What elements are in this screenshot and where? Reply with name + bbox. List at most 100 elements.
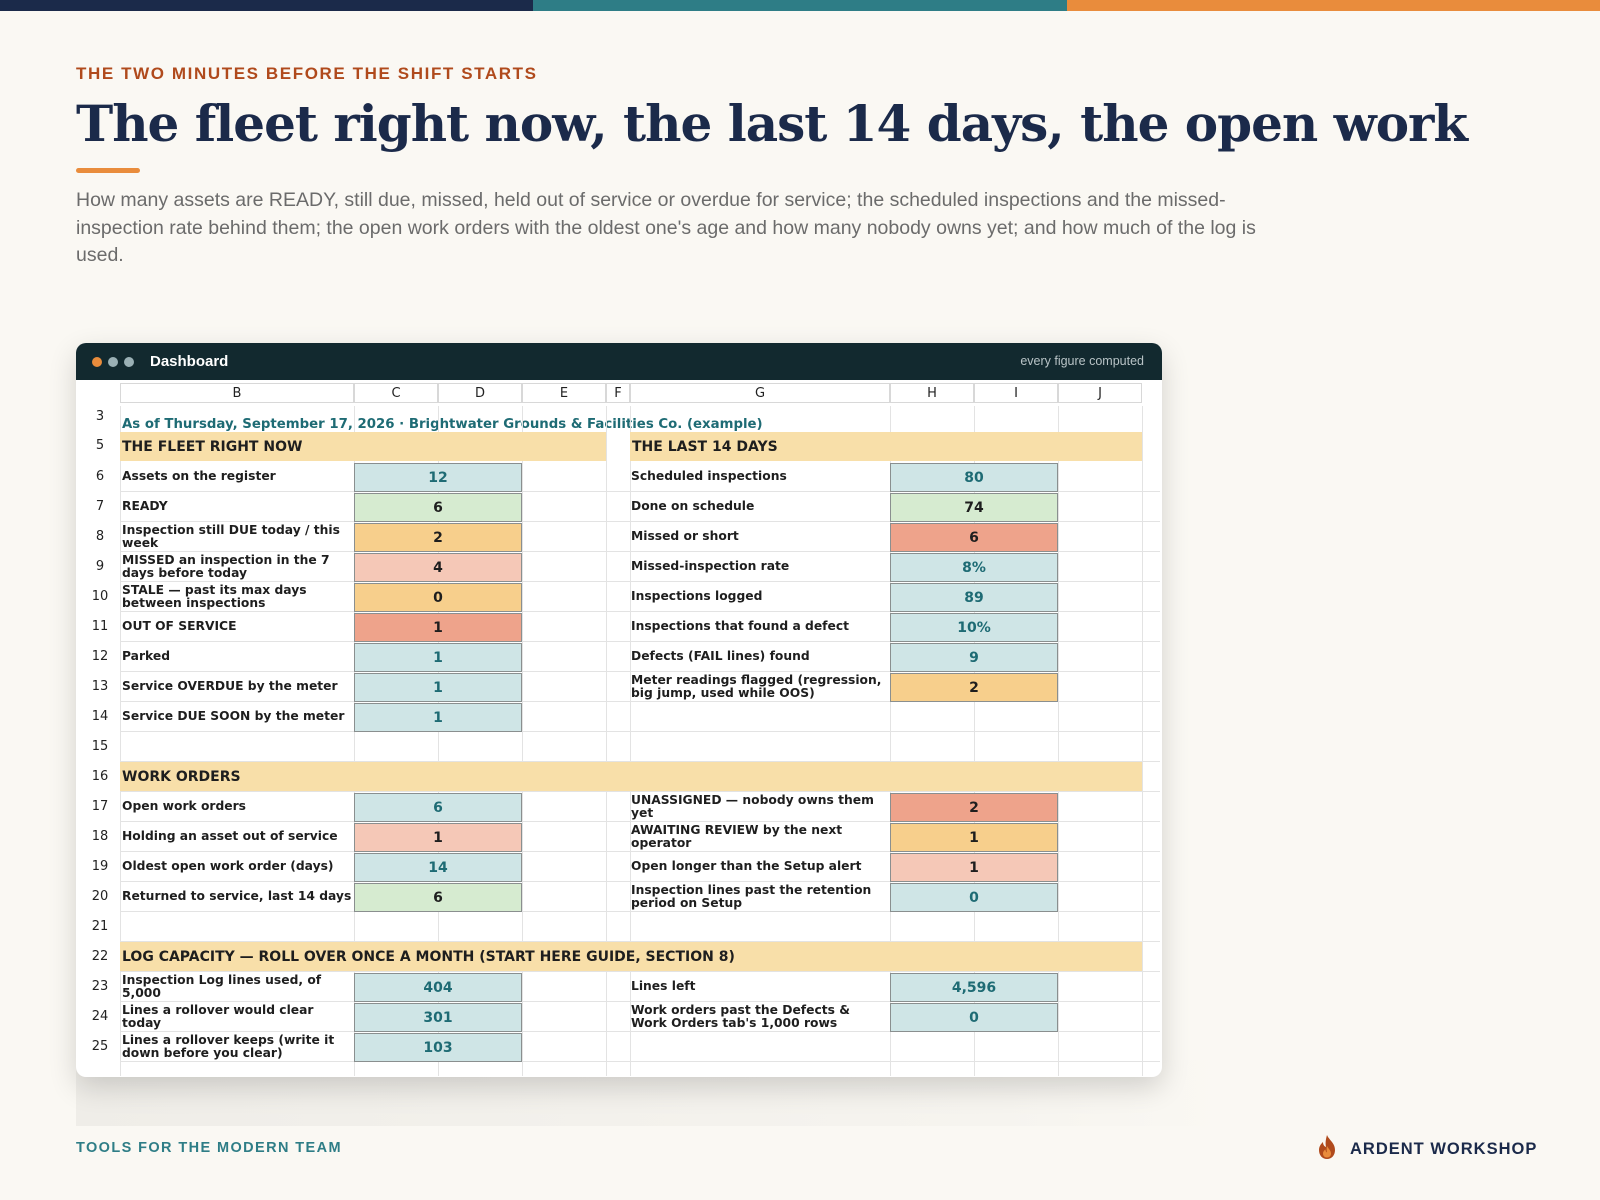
column-header-i[interactable]: I [974, 383, 1058, 403]
last14-metric-label: Done on schedule [631, 499, 755, 514]
last14-metric-label: Missed-inspection rate [631, 559, 790, 574]
row-number-24[interactable]: 24 [91, 1009, 109, 1024]
row-number-19[interactable]: 19 [91, 859, 109, 874]
grid-row-line [120, 732, 1160, 762]
column-header-f[interactable]: F [606, 383, 630, 403]
fleet-metric-value[interactable]: 6 [354, 493, 522, 522]
grid-column-line [354, 406, 355, 1076]
spreadsheet-grid[interactable]: As of Thursday, September 17, 2026 · Bri… [76, 380, 1162, 1077]
column-header-j[interactable]: J [1058, 383, 1142, 403]
fleet-metric-value[interactable]: 12 [354, 463, 522, 492]
grid-column-line [120, 406, 121, 1076]
work-order-metric-value[interactable]: 14 [354, 853, 522, 882]
work-order-status-label: Open longer than the Setup alert [631, 859, 862, 874]
grid-row-line [120, 702, 1160, 732]
row-number-18[interactable]: 18 [91, 829, 109, 844]
log-metric-value[interactable]: 103 [354, 1033, 522, 1062]
page-subtitle: How many assets are READY, still due, mi… [76, 189, 1256, 266]
grid-row-line [120, 822, 1160, 852]
row-number-9[interactable]: 9 [95, 559, 105, 574]
row-number-22[interactable]: 22 [91, 949, 109, 964]
fleet-metric-value[interactable]: 2 [354, 523, 522, 552]
last14-metric-value[interactable]: 80 [890, 463, 1058, 492]
row-number-6[interactable]: 6 [95, 469, 105, 484]
grid-row-line [120, 612, 1160, 642]
work-order-status-label: AWAITING REVIEW by the next operator [631, 822, 843, 850]
last14-metric-value[interactable]: 9 [890, 643, 1058, 672]
row-number-5[interactable]: 5 [95, 438, 105, 453]
last14-metric-label: Meter readings flagged (regression, big … [631, 672, 882, 700]
row-number-13[interactable]: 13 [91, 679, 109, 694]
fleet-metric-value[interactable]: 1 [354, 643, 522, 672]
last14-metric-value[interactable]: 8% [890, 553, 1058, 582]
grid-row-line [120, 942, 1160, 972]
column-header-c[interactable]: C [354, 383, 438, 403]
last14-metric-value[interactable]: 10% [890, 613, 1058, 642]
row-number-16[interactable]: 16 [91, 769, 109, 784]
top-accent-bar [0, 0, 1600, 11]
log-capacity-metric-value[interactable]: 4,596 [890, 973, 1058, 1002]
work-order-status-value[interactable]: 1 [890, 823, 1058, 852]
row-number-10[interactable]: 10 [91, 589, 109, 604]
last14-metric-label: Defects (FAIL lines) found [631, 649, 810, 664]
grid-row-line [120, 672, 1160, 702]
row-number-3[interactable]: 3 [95, 409, 105, 424]
grid-row-line [120, 852, 1160, 882]
row-number-20[interactable]: 20 [91, 889, 109, 904]
row-number-25[interactable]: 25 [91, 1039, 109, 1054]
column-header-g[interactable]: G [630, 383, 890, 403]
row-number-14[interactable]: 14 [91, 709, 109, 724]
fleet-metric-value[interactable]: 0 [354, 583, 522, 612]
fleet-metric-label: Inspection still DUE today / this week [122, 522, 340, 550]
log-metric-value[interactable]: 301 [354, 1003, 522, 1032]
fleet-metric-value[interactable]: 4 [354, 553, 522, 582]
window-dot-orange-icon[interactable] [92, 356, 102, 367]
grid-row-line [120, 882, 1160, 912]
grid-column-line [606, 406, 607, 1076]
row-number-11[interactable]: 11 [91, 619, 109, 634]
top-bar-orange-segment [1067, 0, 1600, 11]
grid-column-line [890, 406, 891, 1076]
row-number-21[interactable]: 21 [91, 919, 109, 934]
fleet-metric-label: STALE — past its max days between inspec… [122, 582, 307, 610]
window-dot-gray-icon[interactable] [108, 356, 118, 367]
work-order-metric-value[interactable]: 6 [354, 883, 522, 912]
work-order-status-value[interactable]: 0 [890, 883, 1058, 912]
top-bar-teal-segment [533, 0, 1067, 11]
log-capacity-metric-value[interactable]: 0 [890, 1003, 1058, 1032]
column-header-h[interactable]: H [890, 383, 974, 403]
row-number-12[interactable]: 12 [91, 649, 109, 664]
column-header-b[interactable]: B [120, 383, 354, 403]
row-number-15[interactable]: 15 [91, 739, 109, 754]
log-capacity-metric-label: Lines left [631, 979, 696, 994]
last14-metric-label: Inspections that found a defect [631, 619, 850, 634]
fleet-metric-value[interactable]: 1 [354, 613, 522, 642]
window-titlebar: Dashboard every figure computed [76, 343, 1162, 380]
last14-metric-value[interactable]: 6 [890, 523, 1058, 552]
grid-row-line [120, 1032, 1160, 1062]
column-header-d[interactable]: D [438, 383, 522, 403]
grid-row-line [120, 642, 1160, 672]
work-order-metric-label: Oldest open work order (days) [122, 859, 334, 874]
row-number-23[interactable]: 23 [91, 979, 109, 994]
last14-metric-value[interactable]: 74 [890, 493, 1058, 522]
work-order-status-value[interactable]: 2 [890, 793, 1058, 822]
column-header-e[interactable]: E [522, 383, 606, 403]
fleet-metric-value[interactable]: 1 [354, 703, 522, 732]
row-number-7[interactable]: 7 [95, 499, 105, 514]
footer-tagline: TOOLS FOR THE MODERN TEAM [76, 1140, 342, 1156]
log-metric-value[interactable]: 404 [354, 973, 522, 1002]
row-number-17[interactable]: 17 [91, 799, 109, 814]
work-order-status-value[interactable]: 1 [890, 853, 1058, 882]
eyebrow-text: THE TWO MINUTES BEFORE THE SHIFT STARTS [76, 64, 538, 83]
last14-metric-value[interactable]: 2 [890, 673, 1058, 702]
window-dot-gray-icon-2[interactable] [124, 356, 134, 367]
grid-row-line [120, 462, 1160, 492]
last14-metric-value[interactable]: 89 [890, 583, 1058, 612]
row-number-8[interactable]: 8 [95, 529, 105, 544]
footer-brand-name: ARDENT WORKSHOP [1350, 1140, 1538, 1158]
work-order-metric-value[interactable]: 1 [354, 823, 522, 852]
fleet-metric-value[interactable]: 1 [354, 673, 522, 702]
log-metric-label: Inspection Log lines used, of 5,000 [122, 972, 322, 1000]
work-order-metric-value[interactable]: 6 [354, 793, 522, 822]
